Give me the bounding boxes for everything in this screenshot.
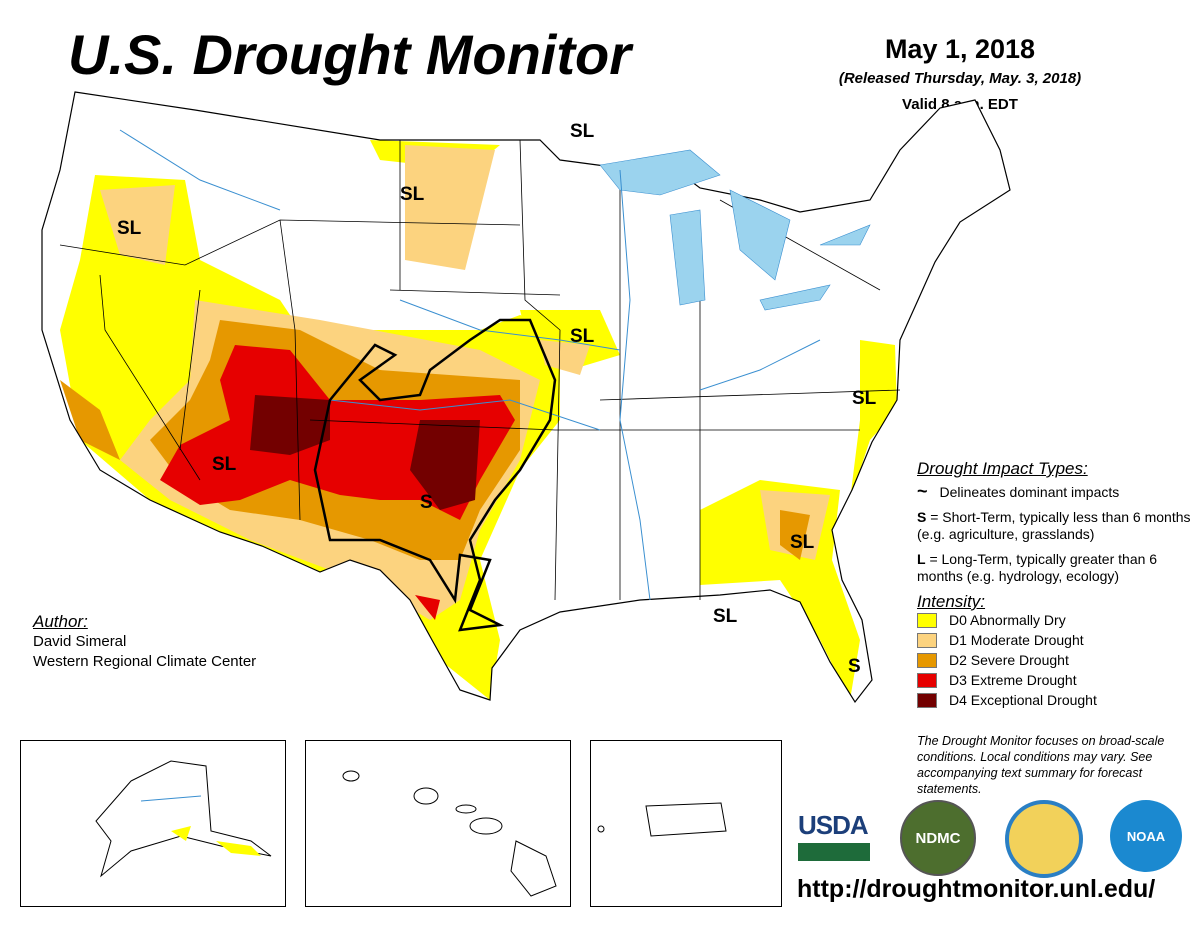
hawaii-inset	[305, 740, 571, 907]
delineates-text: Delineates dominant impacts	[939, 484, 1120, 500]
us-outline	[41, 91, 1011, 704]
svg-text:SL: SL	[212, 454, 237, 475]
release-date: (Released Thursday, May. 3, 2018)	[838, 70, 1082, 87]
impact-types-heading: Drought Impact Types:	[917, 459, 1088, 478]
author-name: David Simeral	[33, 633, 127, 650]
state-borders	[59, 139, 901, 601]
legend-item: D3 Extreme Drought	[917, 670, 1197, 690]
s-description: = Short-Term, typically less than 6 mont…	[917, 509, 1191, 542]
commerce-seal-logo	[1005, 800, 1083, 878]
svg-text:S: S	[420, 492, 433, 513]
legend-label: D3 Extreme Drought	[949, 671, 1077, 688]
tilde-line-icon: ~	[917, 481, 928, 501]
legend-item: D2 Severe Drought	[917, 650, 1197, 670]
l-key: L	[917, 551, 926, 567]
impact-boundary-lines	[313, 318, 557, 632]
author-block: Author: David Simeral Western Regional C…	[33, 612, 256, 672]
author-org: Western Regional Climate Center	[33, 653, 257, 670]
ndmc-logo: NDMC	[900, 800, 976, 876]
legend-item: D0 Abnormally Dry	[917, 610, 1197, 630]
svg-text:S: S	[848, 656, 861, 677]
svg-text:SL: SL	[713, 606, 738, 627]
svg-text:SL: SL	[117, 218, 142, 239]
d4-areas	[250, 395, 480, 510]
legend-label: D1 Moderate Drought	[949, 631, 1084, 648]
legend-item: D4 Exceptional Drought	[917, 690, 1197, 710]
l-description: = Long-Term, typically greater than 6 mo…	[917, 551, 1158, 584]
page-title: U.S. Drought Monitor	[68, 23, 632, 86]
impact-labels: SL SL SL SL SL SL SL SL S S	[117, 121, 877, 677]
noaa-logo: NOAA	[1110, 800, 1182, 872]
legend-label: D0 Abnormally Dry	[949, 611, 1066, 628]
map-date: May 1, 2018	[884, 34, 1036, 64]
puerto-rico-inset	[590, 740, 782, 907]
intensity-heading: Intensity:	[917, 592, 986, 611]
alaska-inset	[20, 740, 286, 907]
website-url[interactable]: http://droughtmonitor.unl.edu/	[797, 875, 1156, 903]
rivers	[119, 129, 821, 601]
svg-text:SL: SL	[570, 326, 595, 347]
legend-label: D2 Severe Drought	[949, 651, 1069, 668]
legend: Drought Impact Types: ~ Delineates domina…	[917, 460, 1197, 710]
svg-text:SL: SL	[790, 532, 815, 553]
svg-text:SL: SL	[400, 184, 425, 205]
great-lakes	[599, 149, 871, 311]
color-swatch	[917, 672, 937, 688]
color-swatch	[917, 652, 937, 668]
s-key: S	[917, 509, 927, 525]
color-swatch	[917, 692, 937, 708]
author-heading: Author:	[33, 612, 88, 631]
legend-item: D1 Moderate Drought	[917, 630, 1197, 650]
color-swatch	[917, 632, 937, 648]
svg-text:SL: SL	[852, 388, 877, 409]
color-swatch	[917, 612, 937, 628]
svg-text:SL: SL	[570, 121, 595, 142]
legend-label: D4 Exceptional Drought	[949, 691, 1097, 708]
disclaimer-note: The Drought Monitor focuses on broad-sca…	[917, 734, 1165, 796]
usda-logo: USDA	[798, 810, 870, 862]
